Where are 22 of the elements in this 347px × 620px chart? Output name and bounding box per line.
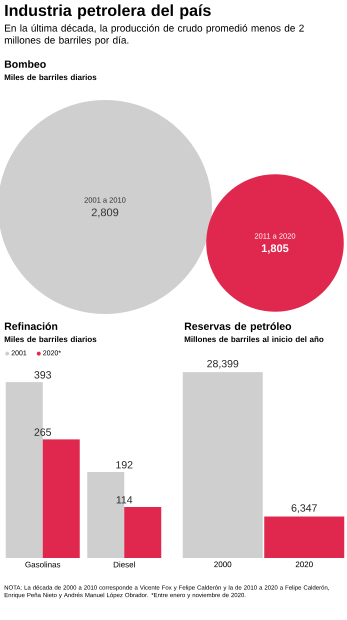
data-label: 2,809 (92, 208, 118, 218)
data-label: 6,347 (292, 504, 317, 513)
text: Industria petrolera del país (5, 4, 211, 20)
text: En la última década, la producción de crudo promedió menos de 2 millones de barriles por día. (4, 24, 304, 46)
chart-title: Reservas de petróleo (184, 322, 292, 332)
x-tick-label: 2020 (296, 562, 313, 568)
chart-subtitle: Millones de barriles al inicio del año (184, 336, 324, 342)
text: Bombeo (4, 60, 46, 68)
x-tick-label: Gasolinas (25, 562, 60, 568)
data-label: 28,399 (207, 360, 238, 369)
bar (42, 439, 80, 558)
text: Miles de barriles diarios (4, 74, 96, 80)
x-tick-label: 2000 (214, 562, 232, 568)
data-label: 265 (34, 428, 52, 436)
data-label: 1,805 (262, 244, 288, 254)
data-label: 114 (116, 496, 132, 504)
chart-title: Refinación (4, 322, 58, 330)
data-label: 393 (34, 371, 52, 379)
chart-subtitle: Miles de barriles diarios (4, 336, 96, 342)
data-label: 192 (116, 461, 132, 469)
x-tick-label: Diesel (114, 562, 135, 568)
bar (124, 506, 162, 558)
